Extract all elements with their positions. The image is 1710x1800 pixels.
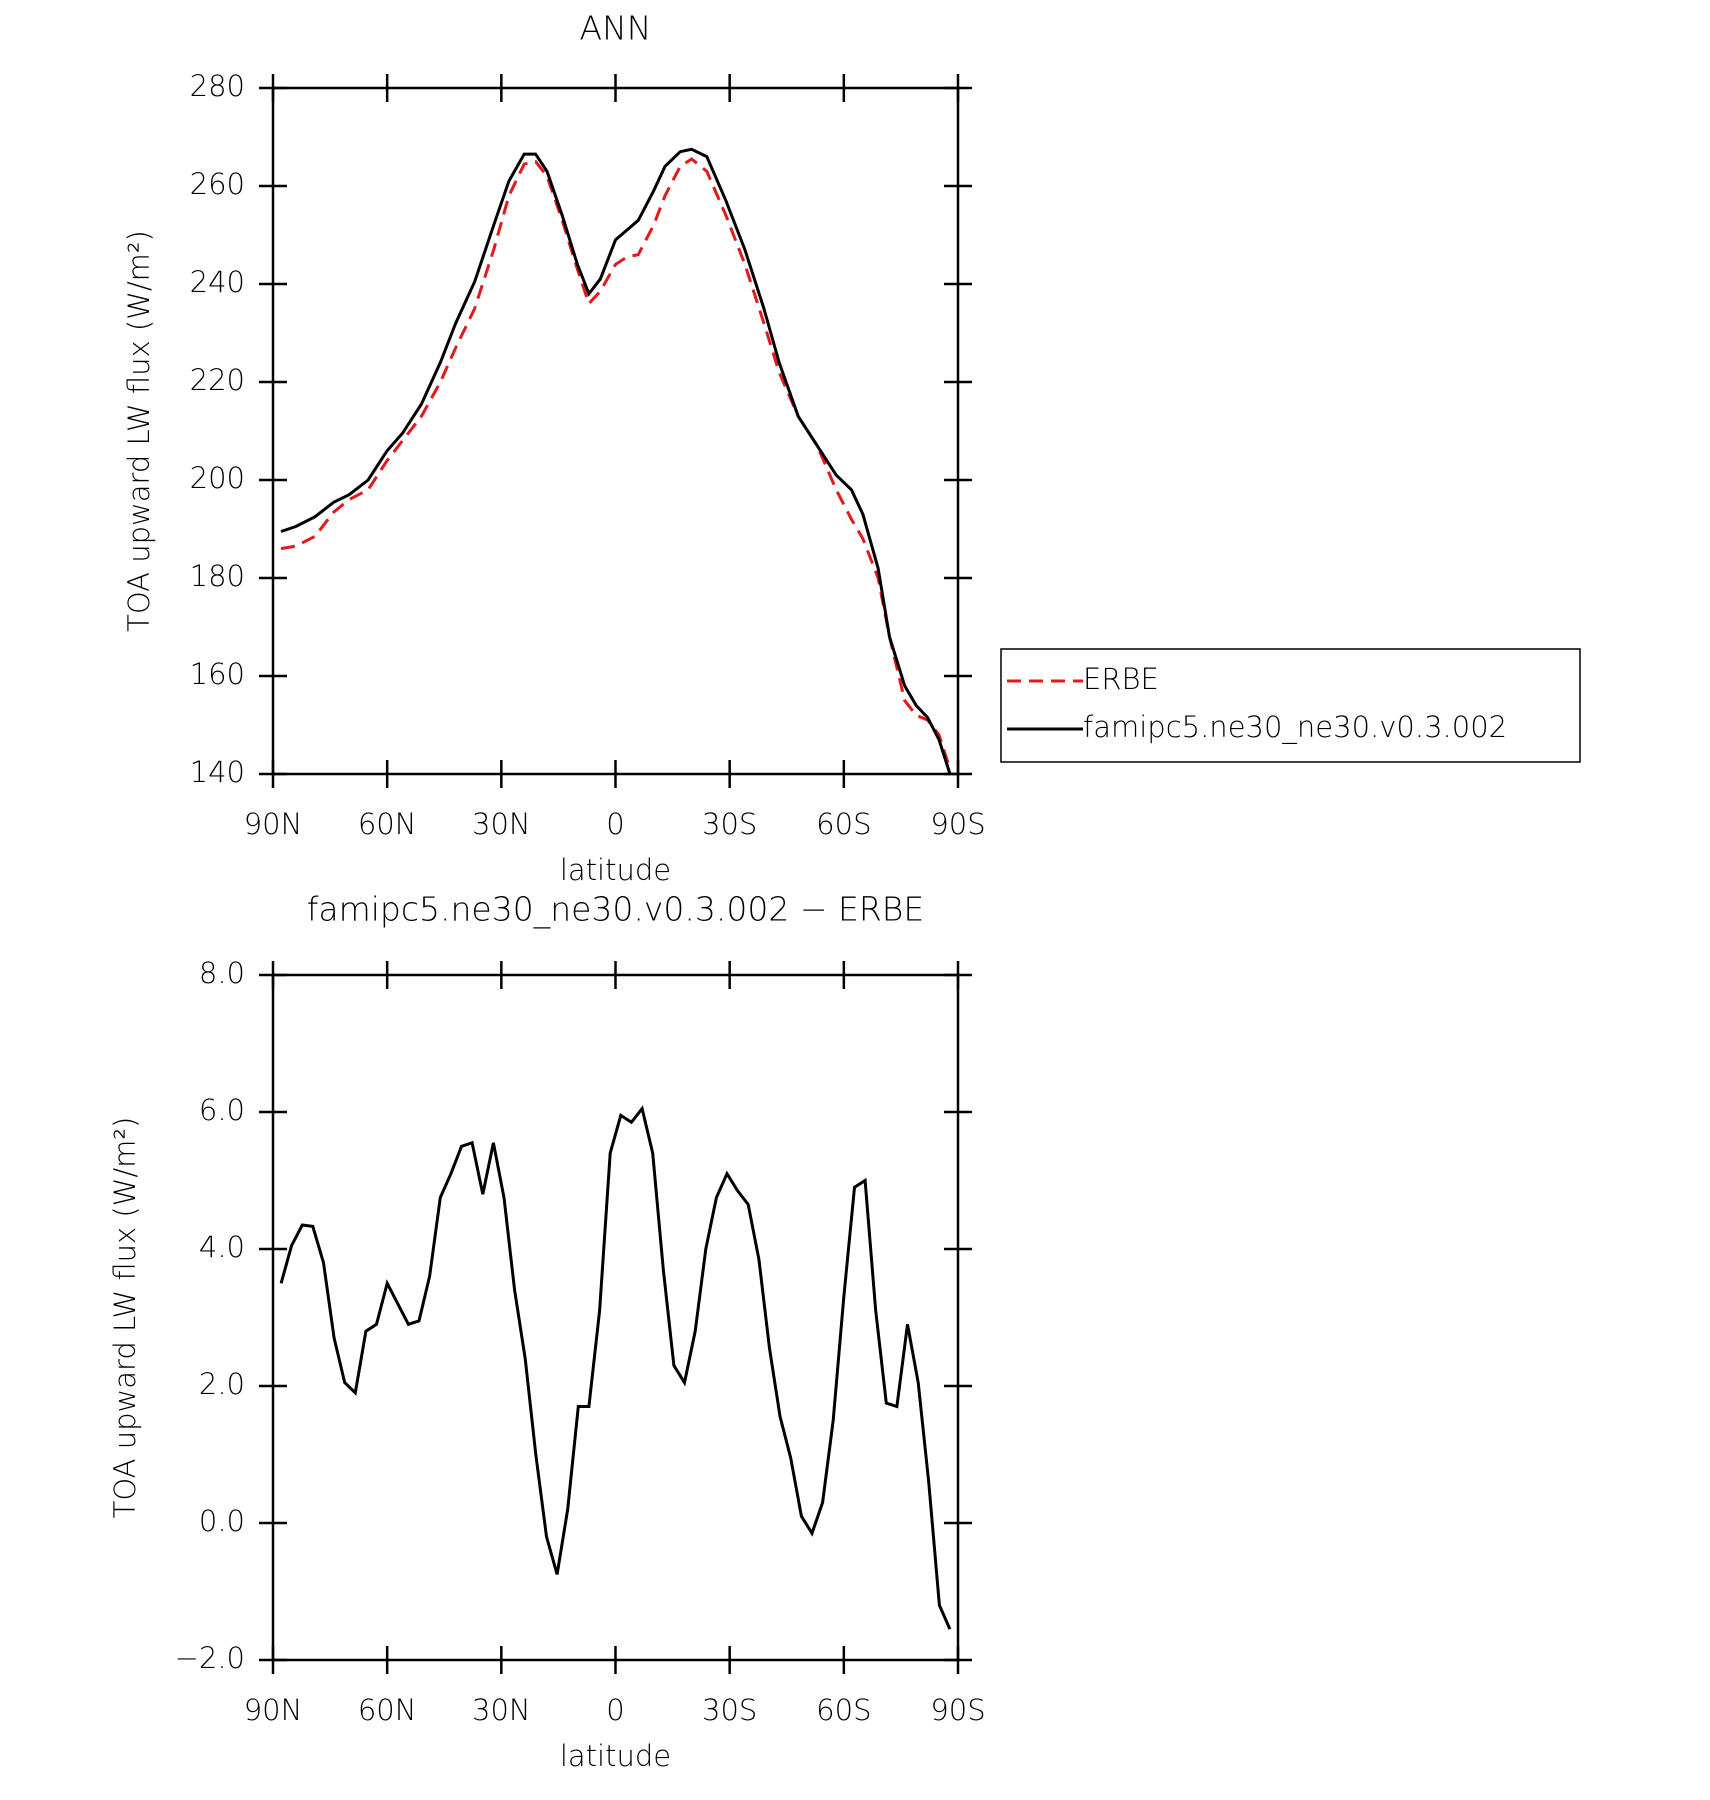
legend-label: famipc5.ne30_ne30.v0.3.002 xyxy=(1083,710,1507,745)
x-tick-label: 0 xyxy=(606,807,624,841)
plot-frame xyxy=(271,86,960,776)
x-tick-label: 60S xyxy=(816,1693,871,1727)
legend-label: ERBE xyxy=(1083,662,1159,696)
x-tick-label: 30N xyxy=(472,1693,531,1727)
x-axis-label: latitude xyxy=(560,853,671,887)
legend-box xyxy=(1000,648,1581,763)
y-tick-label: 280 xyxy=(190,69,245,103)
y-tick-label: 240 xyxy=(190,265,245,299)
x-tick-label: 90S xyxy=(930,1693,985,1727)
y-tick-label: 160 xyxy=(190,657,245,691)
y-axis-label: TOA upward LW flux (W/m²) xyxy=(108,1117,142,1519)
x-tick-label: 30S xyxy=(702,1693,757,1727)
y-axis-label: TOA upward LW flux (W/m²) xyxy=(122,230,156,632)
data-line xyxy=(279,1105,952,1630)
y-tick-label: 220 xyxy=(190,363,245,397)
x-axis-label: latitude xyxy=(560,1739,671,1773)
y-tick-label: 180 xyxy=(190,559,245,593)
y-tick-label: 260 xyxy=(190,167,245,201)
x-tick-label: 90N xyxy=(244,1693,303,1727)
x-tick-label: 90N xyxy=(244,807,303,841)
y-tick-label: 0.0 xyxy=(199,1504,245,1538)
y-tick-label: 4.0 xyxy=(199,1230,245,1264)
chart-title: ANN xyxy=(580,9,652,48)
x-tick-label: 60N xyxy=(358,1693,417,1727)
y-tick-label: 200 xyxy=(190,461,245,495)
x-tick-label: 90S xyxy=(930,807,985,841)
y-tick-label: 6.0 xyxy=(199,1093,245,1127)
data-line xyxy=(280,157,952,770)
x-tick-label: 30S xyxy=(702,807,757,841)
y-tick-label: 140 xyxy=(190,755,245,789)
plot-frame xyxy=(271,973,960,1662)
chart-title: famipc5.ne30_ne30.v0.3.002 − ERBE xyxy=(307,890,925,930)
x-tick-label: 60S xyxy=(816,807,871,841)
y-tick-label: 2.0 xyxy=(199,1367,245,1401)
x-tick-label: 0 xyxy=(606,1693,624,1727)
x-tick-label: 60N xyxy=(358,807,417,841)
data-line xyxy=(280,147,952,775)
y-tick-label: −2.0 xyxy=(175,1641,245,1675)
y-tick-label: 8.0 xyxy=(199,956,245,990)
x-tick-label: 30N xyxy=(472,807,531,841)
